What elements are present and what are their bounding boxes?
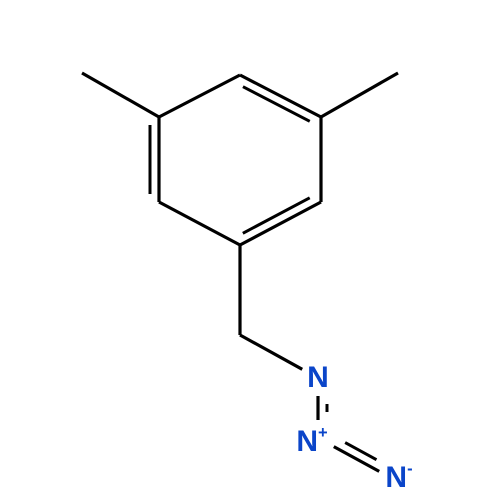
bond-layer	[0, 0, 500, 500]
molecule-canvas: N N+ N-	[0, 0, 500, 500]
atom-label-n3: N-	[385, 463, 412, 493]
atom-label-n1: N	[307, 363, 329, 393]
atom-label-n2: N+	[296, 427, 327, 457]
